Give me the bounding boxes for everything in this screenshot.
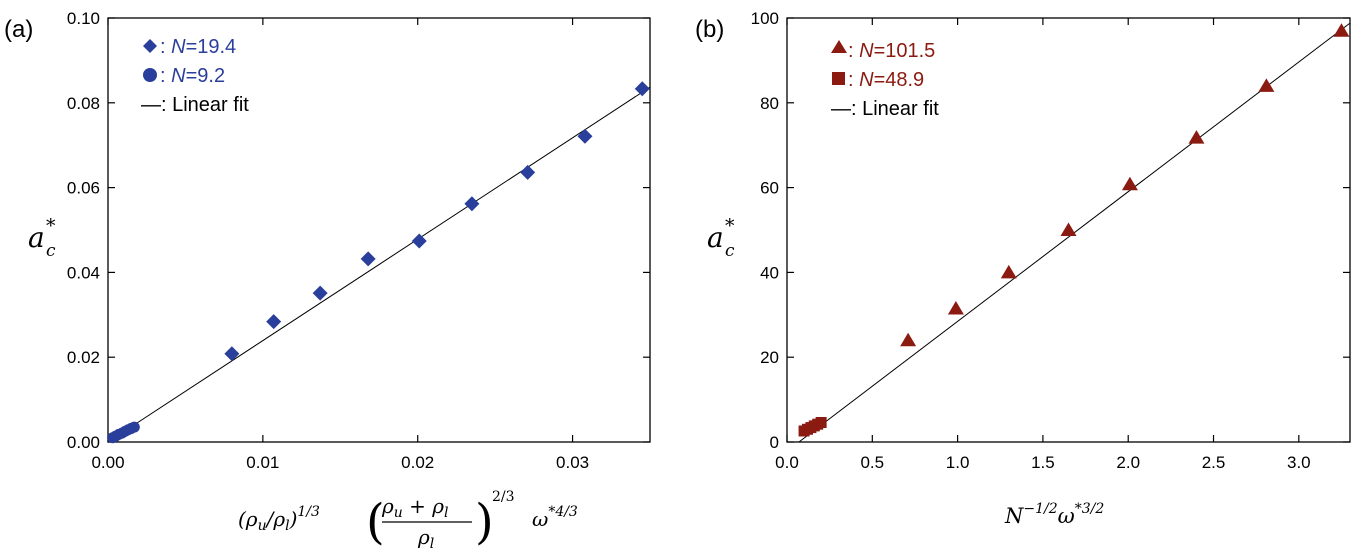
svg-text:c: c (46, 241, 56, 261)
panel-a-x-ticks: 0.00 0.01 0.02 0.03 (91, 18, 589, 472)
panel-b-x-axis-label: N−1/2ω*3/2 (1004, 501, 1104, 528)
x-tick-label: 2.5 (1202, 453, 1226, 472)
x-tick-label: 0.01 (246, 453, 279, 472)
svg-text:ρl: ρl (417, 525, 434, 552)
panel-a-linear-fit-line (107, 86, 651, 443)
svg-text:: N=9.2: : N=9.2 (160, 65, 225, 87)
x-tick-label: 0.03 (556, 453, 589, 472)
panel-b-plot-frame (786, 17, 1351, 443)
panel-b-x-ticks: 0.0 0.5 1.0 1.5 2.0 2.5 3.0 (775, 18, 1311, 472)
x-tick-label: 1.0 (946, 453, 970, 472)
x-tick-label: 3.0 (1287, 453, 1311, 472)
triangle-data-point (1188, 130, 1205, 144)
panel-a-legend: : N=19.4 : N=9.2 —: Linear fit (141, 36, 249, 116)
x-tick-label: 0.02 (401, 453, 434, 472)
panel-b-linear-fit-line (798, 22, 1351, 443)
y-tick-label: 0.02 (67, 348, 100, 367)
y-tick-label: 0.06 (67, 179, 100, 198)
diamond-marker-icon (143, 39, 157, 53)
panel-b-label: (b) (695, 16, 724, 43)
y-tick-label: 0.00 (67, 433, 100, 452)
svg-text:c: c (725, 241, 735, 261)
svg-text:: N=101.5: : N=101.5 (848, 40, 935, 62)
svg-text:ω*4/3: ω*4/3 (532, 504, 578, 531)
diamond-data-point (577, 128, 593, 144)
x-tick-label: 0.5 (860, 453, 884, 472)
panel-b-data-points (798, 23, 1350, 437)
y-tick-label: 100 (751, 9, 779, 28)
diamond-data-point (266, 314, 282, 330)
panel-a: (a) 0.000.020.040.060.080.10 0.00 0.01 0.0… (4, 9, 651, 552)
panel-a-data-points (107, 81, 650, 444)
svg-text:*: * (725, 215, 735, 237)
svg-text:2/3: 2/3 (492, 489, 515, 505)
panel-b-legend: : N=101.5 : N=48.9 —: Linear fit (831, 40, 939, 120)
triangle-data-point (1121, 176, 1138, 191)
diamond-data-point (520, 164, 536, 180)
panel-a-y-axis-label: a c * (28, 215, 56, 261)
panel-b-y-ticks: 0 20 40 60 80 100 (751, 9, 1350, 452)
triangle-data-point (900, 332, 917, 347)
panel-a-label: (a) (4, 16, 33, 43)
triangle-data-point (947, 300, 964, 315)
diamond-data-point (464, 196, 480, 212)
y-tick-label: 0.10 (67, 9, 100, 28)
svg-text:a: a (28, 221, 45, 254)
svg-text:(: ( (366, 494, 385, 550)
triangle-data-point (1000, 264, 1017, 279)
y-tick-label: 0.04 (67, 263, 100, 282)
svg-text:(ρu/ρl)1/3: (ρu/ρl)1/3 (238, 504, 320, 534)
panel-b-legend-item-n48.9: : N=48.9 (832, 69, 924, 91)
y-tick-label: 0 (770, 433, 779, 452)
panel-b-legend-item-n101.5: : N=101.5 (831, 40, 935, 62)
triangle-data-point (1060, 222, 1077, 236)
circle-marker-icon (143, 68, 157, 82)
triangle-marker-icon (831, 40, 847, 53)
x-tick-label: 0.00 (91, 453, 124, 472)
y-tick-label: 40 (760, 263, 779, 282)
panel-a-legend-item-linear-fit: —: Linear fit (141, 94, 249, 116)
diamond-data-point (224, 346, 240, 362)
diamond-data-point (411, 233, 427, 249)
panel-a-y-ticks: 0.00 0.02 0.04 0.06 0.08 0.10 (67, 9, 650, 452)
x-tick-label: 2.0 (1116, 453, 1140, 472)
y-tick-label: 60 (760, 179, 779, 198)
svg-text:: N=48.9: : N=48.9 (848, 69, 924, 91)
circle-data-point (128, 421, 140, 433)
svg-text:ρu + ρl: ρu + ρl (381, 494, 449, 521)
panel-a-legend-item-n9.2: : N=9.2 (143, 65, 225, 87)
svg-text:: N=19.4: : N=19.4 (160, 36, 236, 58)
x-tick-label: 1.5 (1031, 453, 1055, 472)
panel-a-x-axis-label: (ρu/ρl)1/3 ( ρu + ρl ρl ) 2/3 ω*4/3 (238, 489, 578, 552)
panel-a-legend-item-n19.4: : N=19.4 (143, 36, 236, 58)
diamond-data-point (312, 285, 328, 301)
panel-b-y-axis-label: a c * (707, 215, 735, 261)
svg-text:N−1/2ω*3/2: N−1/2ω*3/2 (1004, 501, 1104, 528)
svg-text:*: * (46, 215, 56, 237)
panel-a-plot-frame (107, 17, 651, 443)
diamond-data-point (634, 81, 650, 97)
panel-b-legend-item-linear-fit: —: Linear fit (831, 98, 939, 120)
panel-b: (b) 0 20 40 60 80 100 0.0 0.5 1.0 1.5 2.0 2.5 3.0 a… (695, 9, 1351, 528)
y-tick-label: 80 (760, 94, 779, 113)
square-data-point (815, 416, 827, 428)
square-marker-icon (832, 72, 845, 85)
y-tick-label: 0.08 (67, 94, 100, 113)
triangle-data-point (1258, 78, 1275, 92)
triangle-data-point (1333, 23, 1350, 37)
diamond-data-point (360, 251, 376, 267)
svg-text:): ) (475, 494, 494, 550)
x-tick-label: 0.0 (775, 453, 799, 472)
svg-text:a: a (707, 221, 724, 254)
y-tick-label: 20 (760, 348, 779, 367)
